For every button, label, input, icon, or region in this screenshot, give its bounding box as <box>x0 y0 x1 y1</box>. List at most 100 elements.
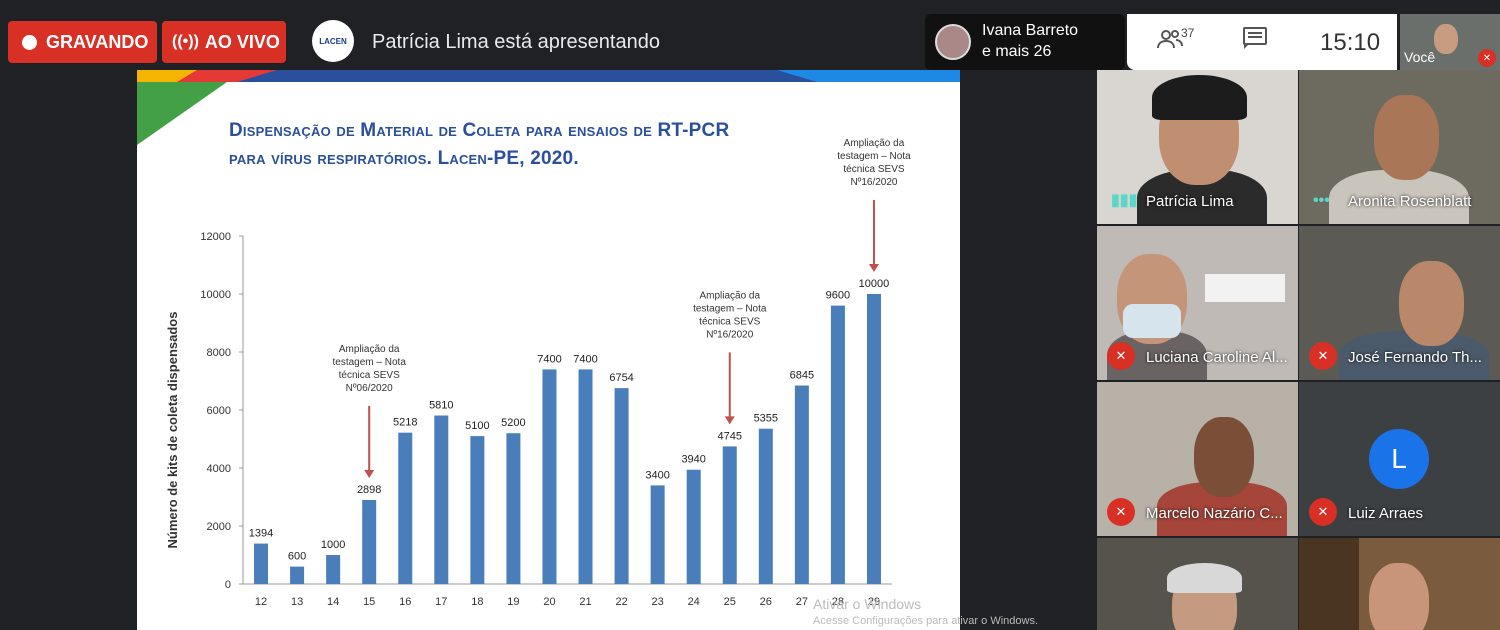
x-tick-label: 12 <box>255 596 267 608</box>
data-label: 2898 <box>357 484 381 496</box>
data-label: 5100 <box>465 420 489 432</box>
presented-slide: Dispensação de Material de Coleta para e… <box>137 70 960 630</box>
x-tick-label: 28 <box>832 596 844 608</box>
presenting-text: Patrícia Lima está apresentando <box>372 31 660 53</box>
participant-tile[interactable]: ✕ Luciana Caroline Al... <box>1097 226 1298 380</box>
chat-icon[interactable] <box>1242 26 1268 56</box>
participant-tile[interactable]: ✕ José Fernando Th... <box>1299 226 1500 380</box>
x-tick-label: 29 <box>868 596 880 608</box>
recording-indicator[interactable]: GRAVANDO <box>8 21 157 63</box>
data-label: 5355 <box>754 413 778 425</box>
annotation-arrowhead <box>868 264 879 272</box>
data-label: 1394 <box>249 528 273 540</box>
participant-name: Marcelo Nazário C... <box>1146 505 1283 522</box>
participant-name: Luiz Arraes <box>1348 505 1424 522</box>
annotation-text: técnica SEVS <box>339 370 400 381</box>
slide-title-line2: para vírus respiratórios. Lacen-PE, 2020… <box>229 148 579 169</box>
mic-off-icon: ✕ <box>1309 498 1337 526</box>
data-label: 1000 <box>321 539 345 551</box>
x-tick-label: 19 <box>507 596 519 608</box>
x-tick-label: 21 <box>579 596 591 608</box>
data-label: 3400 <box>645 469 669 481</box>
recording-label: GRAVANDO <box>46 31 149 52</box>
y-tick-label: 0 <box>225 579 231 591</box>
x-tick-label: 14 <box>327 596 339 608</box>
bar <box>830 305 845 584</box>
speaker-name: Ivana Barreto <box>982 22 1079 39</box>
data-label: 9600 <box>826 290 850 302</box>
y-tick-label: 6000 <box>207 405 231 417</box>
x-tick-label: 18 <box>471 596 483 608</box>
bar <box>506 433 521 584</box>
data-label: 4745 <box>718 430 742 442</box>
y-tick-label: 4000 <box>207 463 231 475</box>
data-label: 7400 <box>573 353 597 365</box>
bar <box>542 369 557 584</box>
data-label: 6754 <box>609 372 633 384</box>
live-indicator[interactable]: ((•)) AO VIVO <box>162 21 286 63</box>
people-icon[interactable] <box>1157 28 1183 56</box>
self-video-tile[interactable]: Você ✕ <box>1400 14 1500 70</box>
slide-title-line1: Dispensação de Material de Coleta para e… <box>229 120 730 141</box>
participant-tile[interactable] <box>1299 538 1500 630</box>
data-label: 3940 <box>681 454 705 466</box>
x-tick-label: 17 <box>435 596 447 608</box>
x-tick-label: 23 <box>652 596 664 608</box>
speaking-icon: ••• <box>1313 192 1330 209</box>
x-tick-label: 24 <box>688 596 700 608</box>
meeting-controls-panel: 37 15:10 <box>1127 14 1397 70</box>
annotation-text: testagem – Nota <box>333 357 407 368</box>
participant-tile[interactable] <box>1097 538 1298 630</box>
avatar: L <box>1369 429 1429 489</box>
bar <box>650 485 665 584</box>
bar <box>794 385 809 584</box>
y-axis-label: Número de kits de coleta dispensados <box>165 312 180 549</box>
broadcast-icon: ((•)) <box>172 33 199 50</box>
self-label: Você <box>1404 49 1436 65</box>
bar <box>614 388 629 584</box>
data-label: 7400 <box>537 353 561 365</box>
annotation-arrowhead <box>364 469 375 478</box>
participant-name: Luciana Caroline Al... <box>1146 349 1288 366</box>
participant-name: Patrícia Lima <box>1146 193 1234 210</box>
data-label: 600 <box>288 551 306 563</box>
x-tick-label: 13 <box>291 596 303 608</box>
windows-activation-title: Ativar o Windows <box>813 596 922 612</box>
slide-title: Dispensação de Material de Coleta para e… <box>229 117 949 173</box>
lacen-logo: LACEN <box>312 20 354 62</box>
participant-tile[interactable]: ••• Aronita Rosenblatt <box>1299 70 1500 224</box>
mic-off-icon: ✕ <box>1309 342 1337 370</box>
participant-tile[interactable]: L ✕ Luiz Arraes <box>1299 382 1500 536</box>
active-speakers[interactable]: Ivana Barreto e mais 26 <box>925 14 1125 70</box>
avatar <box>935 24 971 60</box>
annotation-text: Nº16/2020 <box>706 329 753 340</box>
speaking-icon: ▮▮▮ <box>1111 192 1138 209</box>
bar <box>290 566 305 584</box>
bar <box>434 415 449 584</box>
participant-tile[interactable]: ▮▮▮ Patrícia Lima <box>1097 70 1298 224</box>
annotation-text: testagem – Nota <box>693 303 767 314</box>
annotation-text: Nº16/2020 <box>850 177 897 188</box>
bar <box>866 294 881 584</box>
annotation-text: Ampliação da <box>339 344 400 355</box>
bar <box>254 543 269 584</box>
x-tick-label: 22 <box>615 596 627 608</box>
windows-activation-text: Acesse Configurações para ativar o Windo… <box>813 615 1038 627</box>
x-tick-label: 27 <box>796 596 808 608</box>
annotation-text: Ampliação da <box>699 290 760 301</box>
live-label: AO VIVO <box>204 31 280 52</box>
bar <box>758 428 773 584</box>
participant-tile[interactable]: ✕ Marcelo Nazário C... <box>1097 382 1298 536</box>
x-tick-label: 25 <box>724 596 736 608</box>
y-tick-label: 2000 <box>207 521 231 533</box>
y-tick-label: 8000 <box>207 347 231 359</box>
bar <box>722 446 737 584</box>
data-label: 5218 <box>393 417 417 429</box>
bar <box>362 499 377 584</box>
record-dot-icon <box>22 34 37 50</box>
meeting-clock: 15:10 <box>1320 29 1381 56</box>
data-label: 5200 <box>501 417 525 429</box>
annotation-text: técnica SEVS <box>843 164 904 175</box>
annotation-arrowhead <box>724 416 735 425</box>
bar-chart: 0 2000 4000 6000 8000 10000 12000 Número de kit… <box>165 138 911 608</box>
